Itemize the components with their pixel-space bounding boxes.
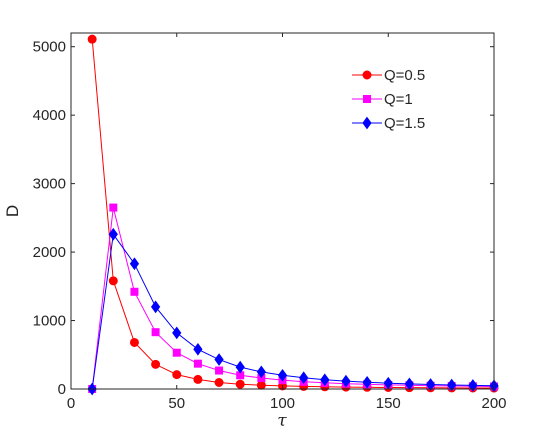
legend: Q=0.5 Q=1 Q=1.5 xyxy=(352,67,425,132)
legend-marker xyxy=(363,95,371,103)
data-point xyxy=(172,370,182,380)
data-point xyxy=(235,360,245,374)
legend-entry: Q=1.5 xyxy=(352,115,425,132)
x-tick-label: 100 xyxy=(270,395,295,412)
x-tick-label: 0 xyxy=(67,395,75,412)
data-point xyxy=(362,375,372,389)
data-point xyxy=(256,365,266,379)
data-point xyxy=(215,366,224,375)
data-point xyxy=(425,378,436,391)
data-point xyxy=(320,373,330,387)
x-tick-label: 200 xyxy=(481,395,506,412)
data-point xyxy=(235,379,245,389)
data-point xyxy=(193,374,203,384)
legend-label: Q=0.5 xyxy=(384,67,425,84)
y-tick-label: 0 xyxy=(58,381,66,398)
data-point xyxy=(341,374,351,388)
y-tick-label: 2000 xyxy=(33,244,66,261)
legend-label: Q=1.5 xyxy=(384,115,425,132)
data-point xyxy=(277,368,288,382)
data-point xyxy=(193,359,202,368)
legend-marker xyxy=(362,70,372,80)
y-tick-label: 3000 xyxy=(33,176,66,193)
data-point xyxy=(150,300,161,314)
data-point xyxy=(108,227,118,241)
series-layer xyxy=(87,34,499,396)
plot-area xyxy=(71,33,494,389)
data-point xyxy=(151,328,160,337)
legend-entry: Q=0.5 xyxy=(352,67,425,84)
data-point xyxy=(129,257,140,271)
y-tick-label: 1000 xyxy=(33,313,66,330)
series-Q=1.5 xyxy=(87,227,499,396)
y-axis-label: D xyxy=(3,205,22,217)
data-point xyxy=(193,342,203,356)
legend-label: Q=1 xyxy=(384,91,413,108)
x-tick-label: 150 xyxy=(376,395,401,412)
data-point xyxy=(109,203,118,212)
data-point xyxy=(172,326,182,340)
data-point xyxy=(129,337,139,347)
x-tick-label: 50 xyxy=(168,395,185,412)
data-point xyxy=(214,353,224,366)
data-point xyxy=(130,287,139,296)
data-point xyxy=(468,379,478,392)
x-axis-label: τ xyxy=(277,411,287,431)
data-point xyxy=(87,34,97,44)
data-point xyxy=(447,378,457,392)
data-point xyxy=(151,359,161,369)
data-point xyxy=(256,380,266,390)
y-tick-label: 4000 xyxy=(33,107,66,124)
data-point xyxy=(214,377,224,387)
legend-marker xyxy=(362,116,372,130)
data-point xyxy=(172,348,181,357)
y-tick-label: 5000 xyxy=(33,39,66,56)
data-point xyxy=(108,276,118,286)
data-point xyxy=(299,371,309,385)
legend-entry: Q=1 xyxy=(352,91,413,108)
